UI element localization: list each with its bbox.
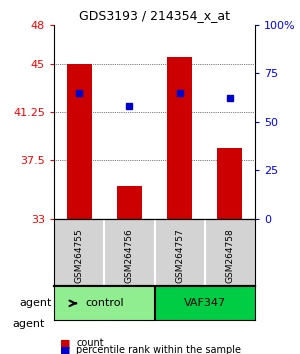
- Text: agent: agent: [19, 298, 52, 308]
- Text: agent: agent: [12, 319, 44, 329]
- Text: ■: ■: [60, 346, 70, 354]
- Bar: [167, 57, 192, 218]
- Text: VAF347: VAF347: [184, 298, 226, 308]
- Bar: [117, 186, 142, 218]
- Text: GSM264756: GSM264756: [125, 229, 134, 284]
- Title: GDS3193 / 214354_x_at: GDS3193 / 214354_x_at: [79, 9, 230, 22]
- Text: control: control: [85, 298, 124, 308]
- Bar: [67, 63, 92, 218]
- Text: count: count: [76, 338, 104, 348]
- Text: percentile rank within the sample: percentile rank within the sample: [76, 346, 242, 354]
- FancyBboxPatch shape: [54, 286, 154, 320]
- Bar: [217, 148, 242, 218]
- Text: GSM264755: GSM264755: [75, 229, 84, 284]
- Text: GSM264758: GSM264758: [225, 229, 234, 284]
- FancyBboxPatch shape: [154, 286, 255, 320]
- Text: ■: ■: [60, 338, 70, 348]
- Text: GSM264757: GSM264757: [175, 229, 184, 284]
